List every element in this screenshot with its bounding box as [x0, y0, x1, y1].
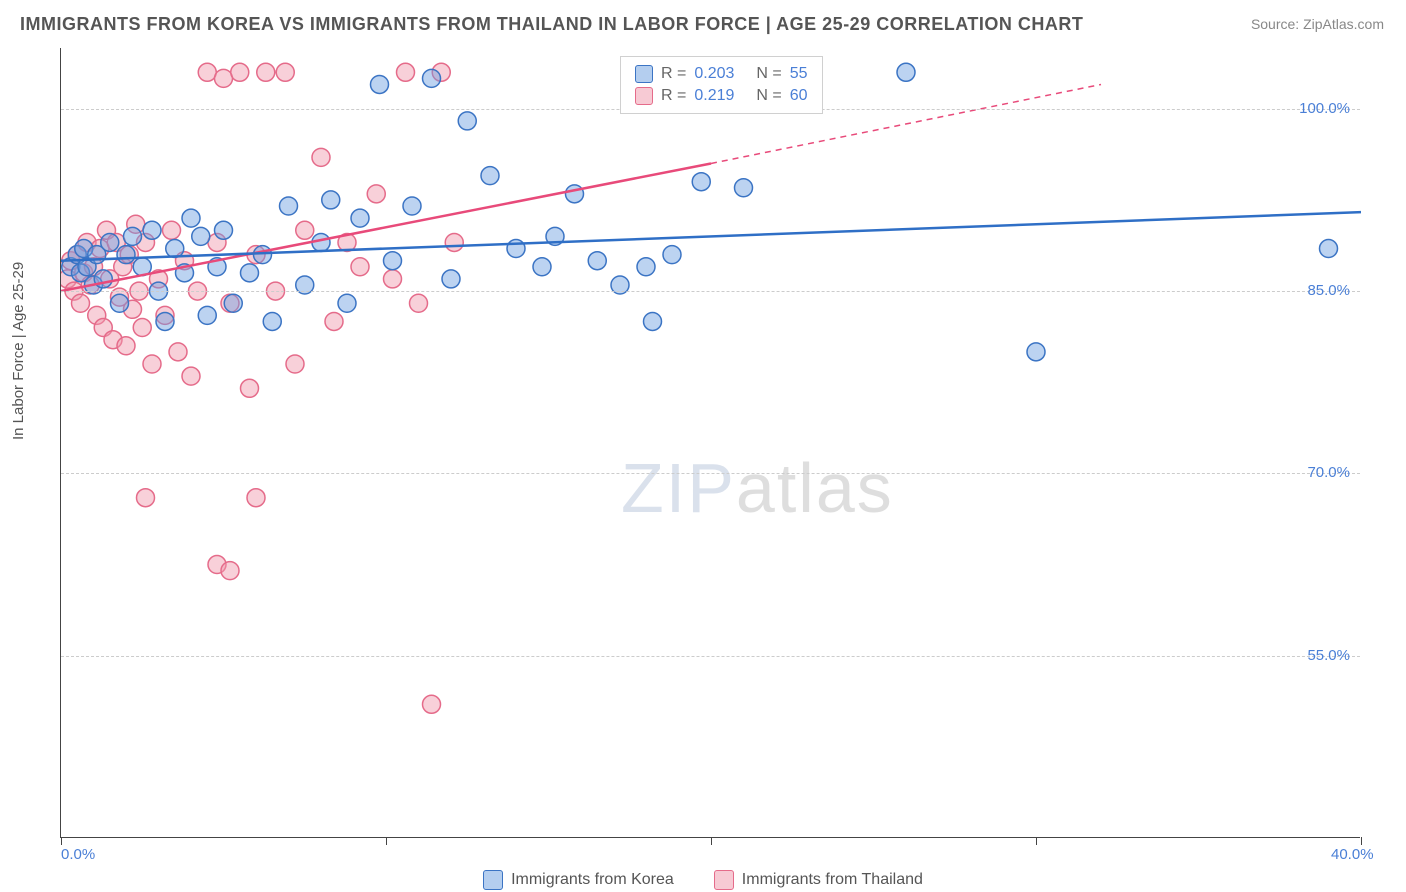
legend-item-pink: Immigrants from Thailand — [714, 870, 923, 890]
legend-item-blue: Immigrants from Korea — [483, 870, 674, 890]
stats-row-pink: R = 0.219 N = 60 — [635, 85, 808, 107]
x-tick-mark — [61, 837, 62, 845]
legend-swatch-blue-icon — [483, 870, 503, 890]
stat-r-label: R = — [661, 87, 686, 105]
source-label: Source: ZipAtlas.com — [1251, 16, 1384, 32]
plot-svg — [61, 48, 1361, 838]
gridline — [61, 656, 1360, 657]
y-axis-label: In Labor Force | Age 25-29 — [10, 262, 27, 440]
swatch-pink-icon — [635, 87, 653, 105]
stat-r-label: R = — [661, 65, 686, 83]
swatch-blue-icon — [635, 65, 653, 83]
stats-row-blue: R = 0.203 N = 55 — [635, 63, 808, 85]
x-tick-mark — [711, 837, 712, 845]
x-tick-mark — [1036, 837, 1037, 845]
stat-n-blue: 55 — [790, 65, 808, 83]
stat-r-pink: 0.219 — [694, 87, 734, 105]
plot-area: ZIPatlas 55.0%70.0%85.0%100.0%0.0%40.0% — [60, 48, 1360, 838]
stats-box: R = 0.203 N = 55 R = 0.219 N = 60 — [620, 56, 823, 114]
y-tick-label: 100.0% — [1299, 100, 1350, 117]
legend-label-blue: Immigrants from Korea — [511, 871, 674, 889]
x-tick-mark — [386, 837, 387, 845]
y-tick-label: 55.0% — [1307, 647, 1350, 664]
y-tick-label: 85.0% — [1307, 282, 1350, 299]
stat-r-blue: 0.203 — [694, 65, 734, 83]
stat-n-label: N = — [756, 65, 781, 83]
x-tick-mark — [1361, 837, 1362, 845]
bottom-legend: Immigrants from Korea Immigrants from Th… — [0, 870, 1406, 890]
legend-label-pink: Immigrants from Thailand — [742, 871, 923, 889]
y-tick-label: 70.0% — [1307, 464, 1350, 481]
gridline — [61, 473, 1360, 474]
x-tick-label: 0.0% — [61, 846, 95, 863]
stat-n-pink: 60 — [790, 87, 808, 105]
x-tick-label: 40.0% — [1331, 846, 1374, 863]
stat-n-label: N = — [756, 87, 781, 105]
legend-swatch-pink-icon — [714, 870, 734, 890]
chart-title: IMMIGRANTS FROM KOREA VS IMMIGRANTS FROM… — [20, 14, 1083, 35]
gridline — [61, 291, 1360, 292]
